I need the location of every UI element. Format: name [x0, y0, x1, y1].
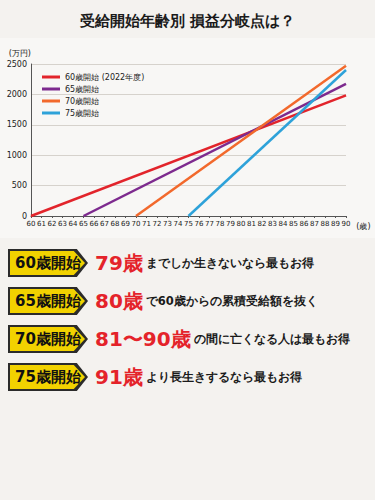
svg-text:87: 87 — [310, 220, 319, 228]
svg-text:88: 88 — [321, 220, 330, 228]
svg-text:84: 84 — [279, 220, 288, 228]
svg-text:61: 61 — [37, 220, 46, 228]
svg-text:65: 65 — [79, 220, 88, 228]
svg-text:500: 500 — [12, 181, 27, 190]
svg-text:(歳): (歳) — [356, 222, 370, 231]
svg-text:65歳開始: 65歳開始 — [65, 85, 99, 94]
svg-text:71: 71 — [142, 220, 151, 228]
html-text:65歳開始: 65歳開始 — [15, 292, 81, 310]
svg-text:73: 73 — [163, 220, 172, 228]
svg-text:60歳開始 (2022年度): 60歳開始 (2022年度) — [65, 73, 144, 82]
svg-text:0: 0 — [21, 211, 27, 221]
svg-text:83: 83 — [268, 220, 277, 228]
svg-text:86: 86 — [300, 220, 309, 228]
svg-text:70: 70 — [132, 220, 141, 228]
svg-text:75歳開始: 75歳開始 — [65, 109, 99, 118]
html-text:75歳開始: 75歳開始 — [15, 368, 81, 386]
html-text:81〜90歳の間に亡くなる人は最もお得: 81〜90歳の間に亡くなる人は最もお得 — [95, 326, 350, 351]
svg-text:69: 69 — [121, 220, 130, 228]
svg-text:62: 62 — [48, 220, 57, 228]
svg-text:76: 76 — [195, 220, 204, 228]
svg-text:79: 79 — [226, 220, 235, 228]
svg-text:89: 89 — [331, 220, 340, 228]
html-text:70歳開始: 70歳開始 — [15, 330, 81, 348]
svg-text:60: 60 — [27, 220, 36, 228]
html-text:60歳開始: 60歳開始 — [15, 254, 81, 272]
html-text:80歳で60歳からの累積受給額を抜く: 80歳で60歳からの累積受給額を抜く — [95, 288, 318, 313]
svg-text:68: 68 — [111, 220, 120, 228]
svg-text:80: 80 — [237, 220, 246, 228]
html-text:79歳までしか生きないなら最もお得: 79歳までしか生きないなら最もお得 — [95, 250, 314, 275]
svg-text:63: 63 — [58, 220, 67, 228]
svg-text:70歳開始: 70歳開始 — [65, 97, 99, 106]
svg-text:77: 77 — [205, 220, 214, 228]
svg-text:64: 64 — [69, 220, 78, 228]
svg-text:85: 85 — [289, 220, 298, 228]
svg-text:2500: 2500 — [7, 60, 27, 69]
html-text:受給開始年齢別 損益分岐点は？: 受給開始年齢別 損益分岐点は？ — [79, 12, 296, 30]
svg-text:75: 75 — [184, 220, 193, 228]
svg-text:67: 67 — [100, 220, 109, 228]
svg-text:74: 74 — [174, 220, 183, 228]
svg-text:1000: 1000 — [7, 151, 27, 160]
svg-text:78: 78 — [216, 220, 225, 228]
svg-text:82: 82 — [258, 220, 267, 228]
svg-text:1500: 1500 — [7, 120, 27, 129]
svg-text:90: 90 — [342, 220, 351, 228]
svg-text:66: 66 — [90, 220, 99, 228]
svg-text:(万円): (万円) — [9, 49, 31, 58]
svg-text:81: 81 — [247, 220, 256, 228]
svg-text:72: 72 — [153, 220, 162, 228]
html-text:91歳より長生きするなら最もお得: 91歳より長生きするなら最もお得 — [95, 364, 302, 389]
svg-text:2000: 2000 — [7, 90, 27, 99]
